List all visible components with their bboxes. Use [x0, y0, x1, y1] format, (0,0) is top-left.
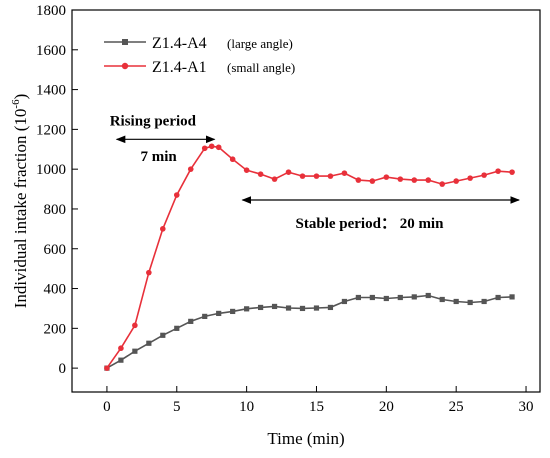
- annotation-label-1: Rising period: [110, 113, 197, 129]
- data-point-square: [118, 357, 124, 363]
- data-point-square: [174, 325, 180, 331]
- x-tick-label: 25: [449, 399, 464, 415]
- data-point-circle: [146, 269, 152, 276]
- data-point-square: [383, 295, 389, 302]
- data-point-circle: [481, 172, 487, 178]
- data-point-square: [202, 313, 208, 319]
- y-tick-label: 200: [44, 321, 67, 337]
- data-point-circle: [467, 175, 473, 181]
- annotation-label-3: Stable period： 20 min: [296, 216, 445, 232]
- data-point-circle: [369, 178, 376, 184]
- data-point-circle: [327, 173, 334, 179]
- data-point-circle: [160, 226, 166, 232]
- legend-marker-square: [122, 39, 128, 45]
- data-point-circle: [397, 176, 404, 182]
- data-point-square: [244, 306, 250, 312]
- y-tick-label: 1400: [36, 83, 66, 99]
- x-axis-label: Time (min): [267, 429, 344, 448]
- data-point-circle: [495, 168, 501, 174]
- data-point-square: [355, 294, 361, 301]
- data-point-square: [495, 294, 501, 301]
- y-tick-label: 0: [59, 361, 67, 377]
- data-point-square: [299, 305, 306, 312]
- data-point-square: [509, 294, 515, 300]
- legend-marker-circle: [121, 62, 129, 70]
- plot-area: [71, 9, 541, 393]
- data-point-circle: [257, 171, 264, 177]
- legend-note-2: (small angle): [227, 60, 295, 75]
- data-point-circle: [104, 365, 110, 371]
- data-point-square: [160, 332, 166, 338]
- y-axis-label-main: Individual intake fraction (10: [11, 109, 30, 309]
- y-tick-label: 1800: [36, 3, 66, 19]
- data-point-circle: [271, 176, 278, 182]
- data-point-circle: [383, 174, 390, 180]
- data-point-circle: [425, 177, 432, 183]
- data-point-square: [341, 298, 348, 305]
- data-point-circle: [229, 156, 236, 163]
- data-point-square: [481, 298, 487, 305]
- y-tick-label: 400: [44, 282, 67, 298]
- data-point-square: [132, 348, 138, 354]
- legend-item-2: Z1.4-A1 (small angle): [104, 59, 295, 76]
- legend: Z1.4-A4 (large angle) Z1.4-A1 (small ang…: [104, 35, 295, 76]
- data-point-circle: [439, 181, 446, 187]
- data-point-circle: [313, 173, 320, 179]
- y-tick-label: 1200: [36, 122, 66, 138]
- y-tick-label: 800: [44, 202, 67, 218]
- data-point-circle: [132, 322, 138, 329]
- data-point-square: [425, 292, 431, 299]
- x-tick-label: 10: [239, 399, 254, 415]
- data-point-square: [257, 304, 264, 311]
- y-axis-label-superscript: -6: [10, 99, 22, 109]
- data-point-square: [453, 298, 459, 305]
- data-point-square: [369, 294, 375, 301]
- legend-label-1: Z1.4-A4: [152, 35, 207, 52]
- y-tick-label: 1600: [36, 43, 66, 59]
- data-point-square: [216, 310, 222, 317]
- annotation-label-2: 7 min: [140, 149, 177, 165]
- y-tick-label: 1000: [36, 162, 66, 178]
- annotations-layer: Rising period 7 min Stable period： 20 min: [110, 113, 521, 232]
- data-point-square: [411, 294, 417, 300]
- data-point-square: [146, 340, 152, 346]
- y-axis-label: Individual intake fraction (10-6): [10, 94, 30, 309]
- data-point-circle: [215, 144, 222, 151]
- y-tick-label: 600: [44, 242, 67, 258]
- data-point-square: [271, 303, 278, 310]
- data-point-square: [188, 318, 194, 324]
- data-point-square: [313, 305, 320, 311]
- data-point-circle: [355, 177, 362, 183]
- data-point-circle: [201, 145, 208, 152]
- legend-item-1: Z1.4-A4 (large angle): [104, 35, 293, 52]
- legend-label-2: Z1.4-A1: [152, 59, 207, 76]
- data-point-circle: [243, 167, 250, 173]
- data-point-square: [467, 299, 473, 306]
- data-point-circle: [299, 173, 306, 179]
- data-point-square: [285, 305, 292, 311]
- data-point-circle: [509, 169, 515, 175]
- data-point-square: [439, 296, 445, 303]
- data-point-circle: [285, 169, 292, 175]
- data-point-square: [397, 294, 403, 301]
- y-axis-label-close: ): [11, 94, 30, 100]
- data-point-circle: [208, 143, 215, 150]
- data-point-circle: [187, 166, 194, 172]
- series-layer: [104, 143, 515, 371]
- x-tick-label: 30: [519, 399, 534, 415]
- x-tick-label: 20: [379, 399, 394, 415]
- legend-note-1: (large angle): [227, 36, 293, 51]
- data-point-square: [230, 308, 236, 315]
- x-tick-label: 15: [309, 399, 324, 415]
- x-tick-label: 0: [103, 399, 111, 415]
- data-point-circle: [453, 178, 459, 184]
- data-point-circle: [173, 192, 180, 198]
- data-point-square: [327, 304, 334, 311]
- data-point-circle: [411, 177, 418, 183]
- data-point-circle: [341, 170, 348, 176]
- x-tick-label: 5: [173, 399, 181, 415]
- axes-ticks: 0 5 10 15 20 25 30 0 200 400 600 800 1000 1200 1400 160…: [36, 3, 534, 415]
- data-point-circle: [118, 345, 124, 352]
